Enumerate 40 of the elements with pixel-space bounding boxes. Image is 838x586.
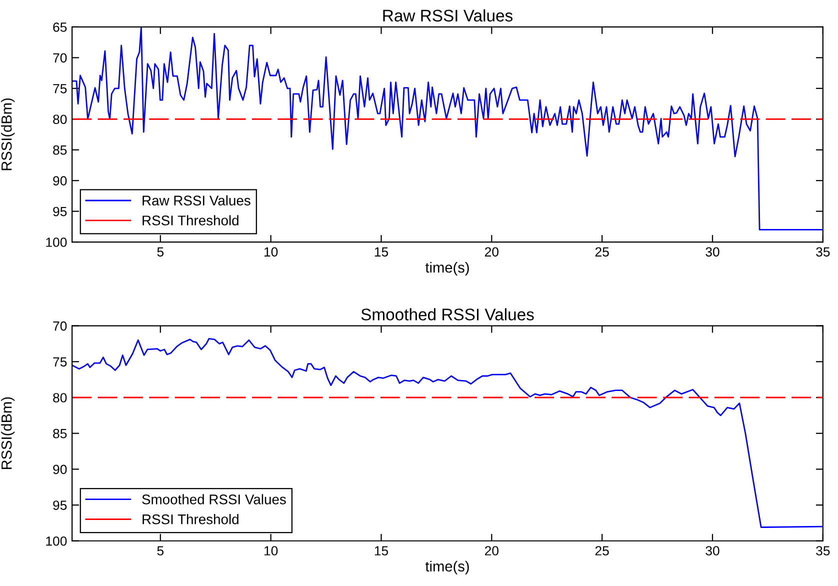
y-tick-label: 90: [53, 176, 67, 186]
y-tick-label: 70: [53, 321, 67, 331]
x-tick-label: 30: [706, 546, 720, 556]
x-tick-label: 15: [374, 546, 388, 556]
x-tick-label: 25: [595, 546, 609, 556]
legend-label: RSSI Threshold: [142, 514, 238, 524]
x-tick-label: 15: [374, 247, 388, 257]
x-tick-label: 10: [264, 546, 278, 556]
y-tick-label: 75: [53, 357, 67, 367]
x-tick-label: 10: [264, 247, 278, 257]
y-tick-label: 95: [53, 206, 67, 216]
legend-label: RSSI Threshold: [142, 215, 238, 226]
y-tick-label: 90: [53, 464, 67, 474]
chart-title: Smoothed RSSI Values: [361, 308, 534, 320]
chart-title: Raw RSSI Values: [383, 9, 513, 22]
legend-label: Raw RSSI Values: [142, 195, 250, 206]
x-tick-label: 25: [595, 247, 609, 257]
y-axis-title: RSSI(dBm): [1, 98, 15, 170]
y-tick-label: 95: [53, 500, 67, 510]
x-axis-title: time(s): [425, 560, 469, 574]
y-tick-label: 85: [53, 428, 67, 438]
x-tick-label: 30: [706, 247, 720, 257]
y-tick-label: 75: [53, 84, 67, 94]
x-tick-label: 5: [157, 247, 164, 257]
x-axis-title: time(s): [425, 262, 469, 276]
x-tick-label: 35: [816, 247, 830, 257]
y-tick-label: 80: [53, 114, 67, 124]
y-tick-label: 80: [53, 393, 67, 402]
y-tick-label: 70: [53, 53, 67, 63]
x-tick-label: 5: [157, 546, 164, 556]
line-series: [72, 338, 823, 528]
y-tick-label: 100: [46, 536, 67, 546]
x-tick-label: 20: [484, 247, 498, 257]
y-tick-label: 100: [46, 238, 67, 247]
y-tick-label: 85: [53, 145, 67, 155]
legend-label: Smoothed RSSI Values: [142, 494, 286, 504]
x-tick-label: 35: [816, 546, 830, 556]
y-axis-title: RSSI(dBm): [1, 397, 15, 470]
x-tick-label: 20: [484, 546, 498, 556]
y-tick-label: 65: [53, 22, 67, 32]
